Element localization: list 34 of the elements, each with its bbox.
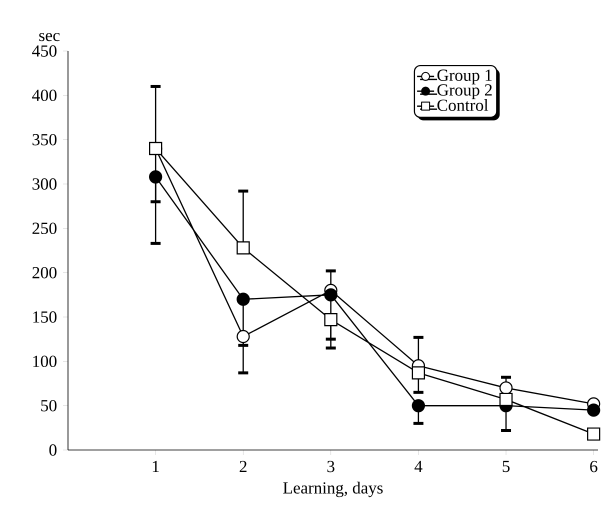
point	[149, 170, 162, 184]
point	[236, 292, 250, 306]
point	[149, 142, 162, 156]
x-tick-label: 6	[590, 460, 598, 472]
y-tick-label: 300	[32, 178, 57, 190]
x-tick-label: 3	[327, 460, 334, 472]
point	[499, 381, 513, 395]
y-tick-label: 100	[33, 356, 57, 368]
point	[587, 404, 600, 417]
point	[499, 392, 513, 406]
x-axis-title: Learning, days	[283, 482, 383, 498]
y-tick-label: 250	[32, 222, 57, 234]
point	[236, 330, 250, 344]
point	[324, 288, 338, 302]
point	[587, 427, 600, 441]
point	[412, 399, 426, 412]
y-tick-label: 0	[49, 444, 57, 456]
legend-label: Group 2	[437, 84, 492, 100]
legend-label: Control	[437, 99, 488, 111]
x-tick-label: 4	[414, 460, 422, 472]
y-axis-title: sec	[39, 33, 60, 42]
y-tick-label: 400	[32, 90, 57, 102]
x-tick-label: 5	[502, 460, 510, 472]
y-tick-label: 150	[33, 311, 57, 323]
x-tick-label: 2	[240, 460, 247, 472]
point	[412, 366, 426, 380]
y-tick-label: 200	[32, 266, 57, 278]
legend-label: Group 1	[437, 70, 492, 84]
y-tick-label: 50	[41, 400, 57, 412]
point	[324, 313, 338, 326]
point	[236, 241, 250, 254]
y-tick-label: 450	[32, 45, 57, 57]
x-tick-label: 1	[152, 460, 159, 472]
y-tick-label: 350	[32, 134, 57, 146]
